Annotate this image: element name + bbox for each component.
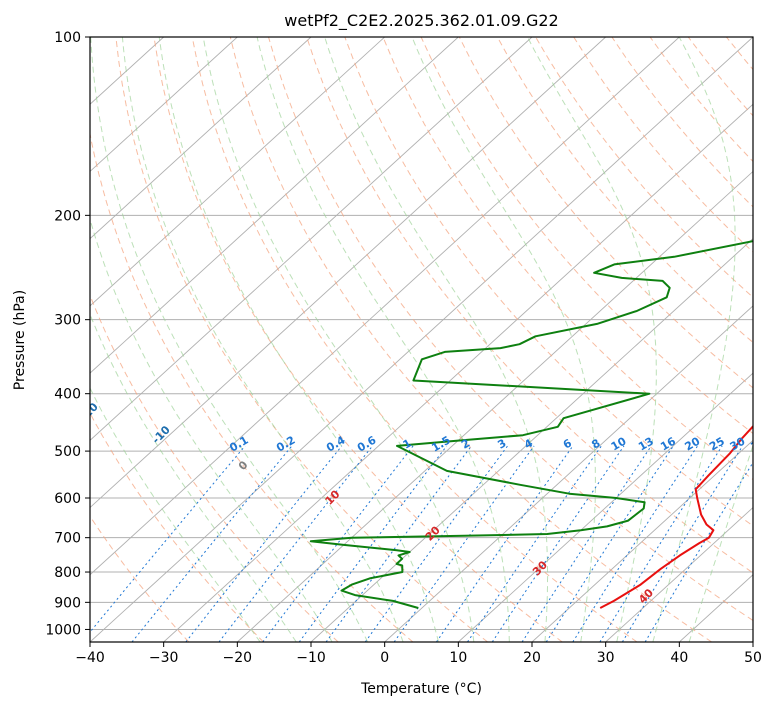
moist-adiabat: [652, 37, 736, 642]
y-axis-label: Pressure (hPa): [12, 290, 28, 390]
moist-adiabat: [324, 37, 549, 642]
dry-adiabat: [535, 37, 753, 298]
moist-adiabat: [202, 37, 475, 642]
x-tick-label: −20: [223, 650, 253, 666]
isotherm-line: [90, 37, 533, 441]
grid-lines: [90, 37, 753, 642]
x-tick-label: 40: [670, 650, 688, 666]
moist-adiabat: [90, 37, 369, 642]
isotherm-line: [310, 238, 753, 642]
y-tick-label: 500: [54, 444, 81, 460]
x-tick-label: 50: [744, 650, 762, 666]
mixing-ratio-line: [644, 461, 753, 642]
dewpoint-line: [309, 240, 753, 609]
y-tick-label: 900: [54, 595, 81, 611]
mixing-ratio-line: [467, 445, 602, 642]
y-tick-label: 700: [54, 531, 81, 547]
isotherm-line: [237, 170, 753, 642]
x-tick-label: 30: [597, 650, 615, 666]
dry-adiabat: [344, 37, 753, 527]
dry-adiabat: [306, 37, 753, 574]
moist-adiabat: [90, 387, 261, 642]
y-tick-label: 600: [54, 491, 81, 507]
mixing-ratio-lines: [90, 445, 753, 642]
dry-adiabat: [268, 37, 753, 622]
dry-adiabat: [90, 412, 264, 642]
y-tick-label: 800: [54, 565, 81, 581]
mixing-ratio-line: [131, 445, 293, 642]
dry-adiabat: [496, 37, 753, 344]
moist-adiabat: [158, 37, 439, 642]
moist-adiabat: [256, 37, 510, 642]
y-tick-label: 100: [54, 30, 81, 46]
isotherm-line: [531, 439, 753, 642]
x-axis: −40 −30 −20 −10 0 10 20 30 40 50: [75, 642, 762, 666]
chart-title: wetPf2_C2E2.2025.362.01.09.G22: [284, 11, 558, 31]
mixing-ratio-line: [435, 445, 574, 642]
mixing-ratio-line: [393, 445, 535, 642]
isotherm-line: [458, 372, 753, 642]
x-tick-label: 10: [449, 650, 467, 666]
y-tick-label: 400: [54, 387, 81, 403]
dry-adiabat: [90, 131, 414, 642]
dry-adiabat: [90, 293, 339, 642]
y-tick-label: 300: [54, 313, 81, 329]
isotherm-line: [90, 37, 385, 307]
dry-adiabat: [229, 37, 712, 642]
x-tick-label: 20: [523, 650, 541, 666]
isotherm-line: [90, 37, 312, 240]
plot-frame: [89, 36, 754, 643]
x-tick-label: 0: [380, 650, 389, 666]
moist-adiabat: [90, 313, 297, 642]
y-tick-label: 200: [54, 208, 81, 224]
sounding-series: [309, 240, 753, 609]
y-axis: 100 200 300 400 500 600 700 800 900 1000: [45, 30, 90, 638]
mixing-ratio-line: [90, 445, 246, 633]
mixing-ratio-line: [521, 445, 652, 642]
isotherm-line: [605, 506, 753, 642]
isotherm-line: [163, 103, 753, 642]
dry-adiabat-label: -20: [78, 400, 101, 423]
dry-adiabat: [382, 37, 753, 481]
dry-adiabat: [115, 37, 488, 642]
moist-adiabat: [90, 217, 333, 642]
temperature-line: [599, 424, 753, 609]
dry-adiabat: [191, 37, 638, 642]
isotherm-line: [384, 305, 753, 642]
isotherm-line: [90, 37, 680, 576]
moist-adiabat: [527, 37, 657, 642]
y-tick-label: 1000: [45, 622, 81, 638]
dry-adiabats: [90, 37, 753, 642]
mixing-ratio-line: [185, 445, 343, 642]
isotherm-line: [90, 37, 606, 509]
mixing-ratio-line: [262, 445, 414, 642]
x-tick-label: −30: [149, 650, 179, 666]
x-tick-label: −40: [75, 650, 105, 666]
dry-adiabat: [153, 37, 563, 642]
mixing-ratio-line: [218, 445, 373, 642]
isotherm-line: [90, 37, 459, 374]
mixing-ratio-line: [491, 445, 625, 642]
isotherm-line: [90, 37, 238, 173]
mixing-ratio-line: [364, 445, 509, 642]
moist-adiabat: [688, 444, 753, 642]
x-tick-label: −10: [296, 650, 326, 666]
mixing-ratio-label: 36: [748, 434, 768, 453]
x-axis-label: Temperature (°C): [360, 681, 482, 697]
dry-adiabat: [90, 515, 190, 642]
isotherm-line: [90, 37, 753, 642]
